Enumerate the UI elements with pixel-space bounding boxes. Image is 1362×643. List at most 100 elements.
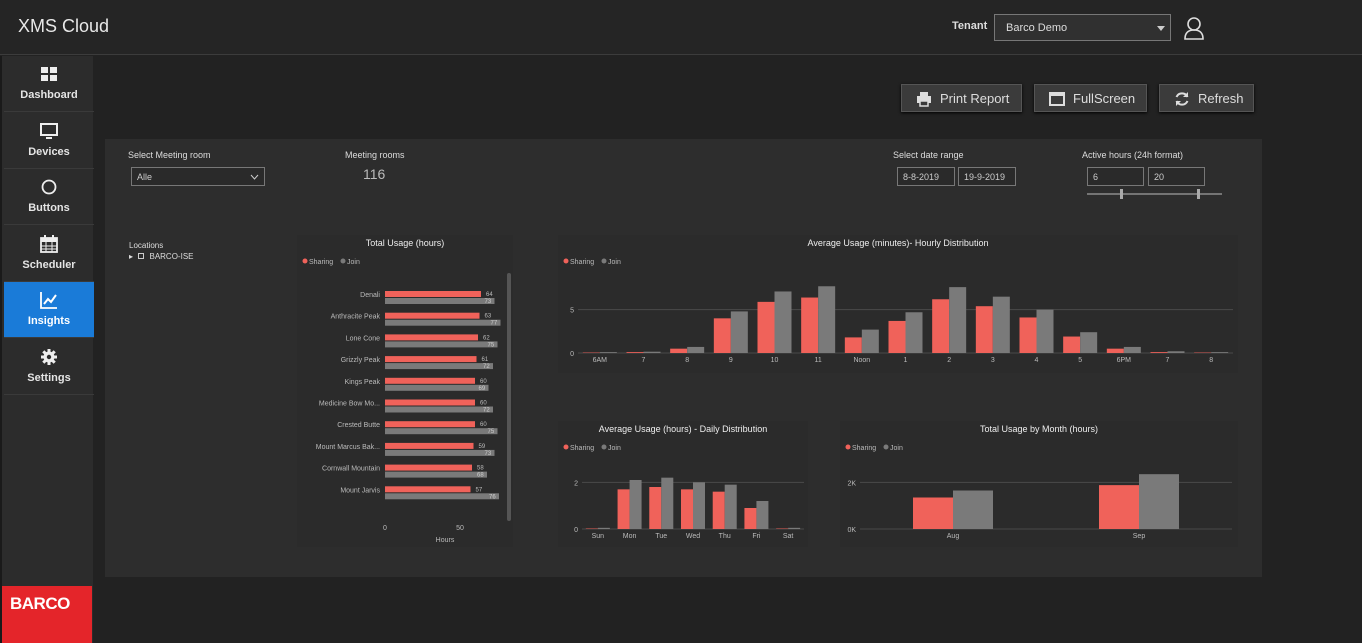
category-label: Noon: [853, 357, 870, 364]
sidebar-item-label: Devices: [28, 146, 70, 158]
circle-icon: [41, 179, 57, 195]
slider-handle-low[interactable]: [1120, 189, 1123, 199]
bar-sharing: [385, 291, 481, 297]
location-item[interactable]: ▸ BARCO-ISE: [129, 252, 194, 261]
tenant-select[interactable]: Barco Demo: [994, 14, 1171, 41]
bar-sharing: [1063, 336, 1081, 353]
sidebar-item-settings[interactable]: Settings: [4, 339, 94, 395]
bar-join: [385, 406, 493, 413]
category-label: Mount Jarvis: [340, 487, 380, 494]
refresh-button[interactable]: Refresh: [1159, 84, 1254, 112]
data-label: 57: [476, 487, 483, 493]
category-label: Grizzly Peak: [341, 357, 381, 364]
calendar-icon: [40, 235, 58, 253]
sidebar-item-label: Buttons: [28, 202, 70, 214]
locations-label: Locations: [129, 241, 164, 250]
location-label: BARCO-ISE: [149, 252, 194, 261]
bar-sharing: [712, 491, 725, 529]
bar-join: [1123, 346, 1141, 353]
category-label: Sep: [1133, 533, 1146, 540]
bar-join: [385, 341, 498, 348]
legend-label: Sharing: [570, 445, 594, 452]
sidebar-item-label: Dashboard: [20, 89, 78, 101]
bar-sharing: [385, 421, 475, 428]
data-label: 69: [479, 386, 486, 392]
sidebar-item-buttons[interactable]: Buttons: [4, 169, 94, 225]
tick-label: 0: [570, 351, 574, 358]
bar-sharing: [617, 489, 630, 529]
legend-label: Join: [890, 445, 903, 452]
user-icon[interactable]: [1183, 16, 1205, 40]
category-label: 4: [1035, 357, 1039, 364]
sidebar: Dashboard Devices Buttons Scheduler Insi…: [0, 56, 94, 643]
data-label: 64: [486, 292, 493, 298]
fullscreen-button[interactable]: FullScreen: [1034, 84, 1147, 112]
bar-join: [597, 527, 610, 529]
bar-join: [385, 363, 493, 370]
tick-label: 2K: [847, 480, 856, 487]
sidebar-item-dashboard[interactable]: Dashboard: [4, 56, 94, 112]
bar-sharing: [744, 508, 757, 529]
bar-sharing: [713, 318, 731, 353]
sidebar-item-label: Settings: [27, 372, 71, 384]
category-label: 7: [1166, 357, 1170, 364]
meeting-rooms-count: 116: [363, 166, 386, 182]
data-label: 60: [480, 401, 487, 407]
bar-join: [693, 482, 705, 529]
legend-marker: [563, 444, 569, 450]
monthly-usage-chart: Total Usage by Month (hours) Sharing Join…: [840, 421, 1238, 547]
scrollbar: [507, 273, 511, 521]
window-icon: [1049, 92, 1065, 106]
bar-sharing: [888, 320, 906, 353]
category-label: 10: [771, 357, 779, 364]
category-label: 7: [642, 357, 646, 364]
bar-sharing: [975, 306, 993, 353]
category-label: Lone Cone: [346, 335, 380, 342]
active-hours-slider[interactable]: [1087, 188, 1223, 200]
date-to-input[interactable]: 19-9-2019: [958, 167, 1016, 186]
bar-sharing: [385, 442, 474, 449]
daily-distribution-chart: Average Usage (hours) - Daily Distributi…: [558, 421, 808, 547]
date-from-input[interactable]: 8-8-2019: [897, 167, 955, 186]
bar-sharing: [844, 337, 862, 353]
sidebar-item-devices[interactable]: Devices: [4, 113, 94, 169]
axis-label: Hours: [436, 537, 455, 544]
print-report-label: Print Report: [940, 91, 1010, 106]
gear-icon: [41, 349, 57, 365]
sidebar-item-insights[interactable]: Insights: [4, 282, 94, 338]
hours-from-input[interactable]: 6: [1087, 167, 1144, 186]
print-report-button[interactable]: Print Report: [901, 84, 1022, 112]
sidebar-item-label: Insights: [27, 315, 71, 327]
bar-join: [724, 484, 737, 529]
category-label: 8: [1209, 357, 1213, 364]
legend-marker: [601, 258, 607, 264]
chevron-down-icon: [250, 174, 259, 180]
category-label: 5: [1078, 357, 1082, 364]
sidebar-item-scheduler[interactable]: Scheduler: [4, 226, 94, 282]
tick-label: 50: [456, 525, 464, 532]
bar-join: [992, 296, 1010, 353]
tick-label: 0: [383, 525, 387, 532]
category-label: 6AM: [593, 357, 608, 364]
chart-title: Total Usage by Month (hours): [979, 424, 1099, 434]
bar-join: [730, 311, 748, 353]
category-label: Sun: [592, 533, 605, 540]
data-label: 61: [482, 357, 489, 363]
data-label: 75: [488, 429, 495, 435]
bar-sharing: [801, 297, 819, 353]
meeting-room-select[interactable]: Alle: [131, 167, 265, 186]
bar-join: [1211, 352, 1229, 353]
bar-join: [861, 329, 879, 353]
bar-join: [643, 351, 661, 353]
legend-label: Sharing: [570, 259, 594, 266]
data-label: 72: [483, 364, 490, 370]
bar-join: [385, 428, 498, 435]
category-label: 8: [685, 357, 689, 364]
checkbox-icon[interactable]: [138, 253, 145, 259]
category-label: Anthracite Peak: [331, 314, 381, 321]
legend-label: Sharing: [309, 259, 333, 266]
slider-handle-high[interactable]: [1197, 189, 1200, 199]
grid-icon: [41, 67, 57, 81]
bar-sharing: [385, 356, 477, 363]
hours-to-input[interactable]: 20: [1148, 167, 1205, 186]
